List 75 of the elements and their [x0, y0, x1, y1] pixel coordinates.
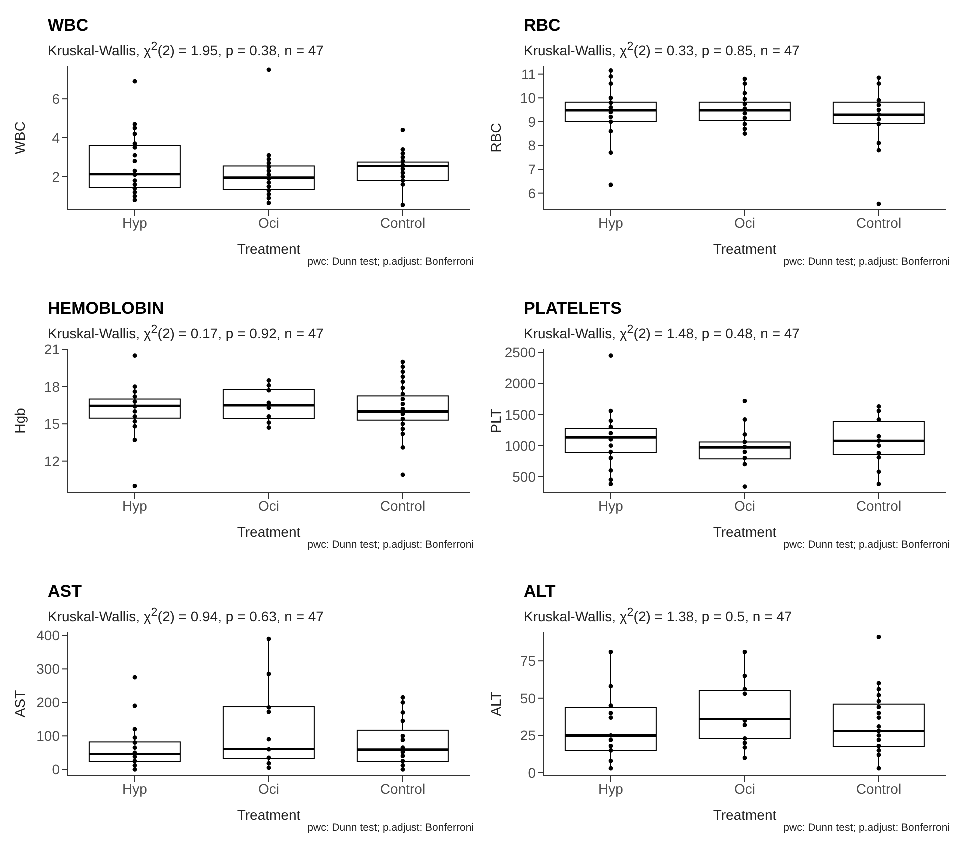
text: pwc: Dunn test; p.adjust: Bonferroni: [306, 822, 475, 834]
chart-subtitle: Kruskal-Wallis, χ$^{2}$(2) = 1.38, p = 0.5, n = 47: [523, 606, 794, 626]
x-tick-label: Control: [380, 498, 426, 514]
x-tick-label: Hyp: [598, 780, 624, 797]
y-tick-label: 1000: [504, 438, 536, 454]
y-tick-label: 6: [52, 91, 60, 108]
chart-title: WBC: [47, 15, 90, 37]
x-tick-label: Control: [380, 214, 426, 231]
y-tick-label: 18: [44, 378, 60, 395]
text: pwc: Dunn test; p.adjust: Bonferroni: [782, 539, 951, 551]
y-tick-label: 2000: [504, 376, 536, 392]
x-tick-label: Control: [856, 498, 902, 514]
y-tick-label: 6: [528, 185, 536, 202]
y-axis-title: AST: [12, 690, 28, 718]
x-tick-label: Oci: [258, 498, 280, 514]
y-tick-label: 8: [528, 138, 536, 154]
y-tick-label: 2500: [504, 344, 536, 361]
chart-title: RBC: [523, 15, 562, 37]
y-tick-label: 21: [44, 342, 60, 358]
chart-subtitle: Kruskal-Wallis, χ$^{2}$(2) = 1.48, p = 0.48, n = 47: [523, 323, 801, 343]
y-tick-label: 7: [528, 162, 536, 178]
chart-subtitle: Kruskal-Wallis, χ$^{2}$(2) = 0.33, p = 0.85, n = 47: [523, 40, 801, 60]
y-tick-label: 2: [52, 168, 60, 185]
x-tick-label: Control: [856, 214, 902, 231]
x-axis-title: Treatment: [713, 241, 777, 257]
y-tick-label: 300: [36, 661, 60, 678]
y-tick-label: 9: [528, 114, 536, 130]
chart-subtitle: Kruskal-Wallis, χ$^{2}$(2) = 1.95, p = 0.38, n = 47: [47, 40, 325, 60]
y-axis-title: RBC: [488, 123, 504, 153]
x-tick-label: Oci: [734, 214, 756, 231]
y-axis-title: ALT: [488, 691, 504, 716]
chart-title: AST: [47, 581, 83, 603]
x-tick-label: Oci: [258, 780, 280, 797]
y-tick-label: 50: [520, 690, 536, 706]
y-tick-label: 1500: [504, 406, 536, 423]
text: pwc: Dunn test; p.adjust: Bonferroni: [306, 539, 475, 551]
x-tick-label: Hyp: [122, 498, 148, 514]
y-axis-title: PLT: [488, 408, 504, 434]
y-axis-title: WBC: [12, 122, 28, 154]
x-tick-label: Hyp: [122, 780, 148, 797]
y-tick-label: 75: [520, 653, 536, 670]
y-tick-label: 0: [52, 762, 60, 778]
chart-title: HEMOBLOBIN: [47, 298, 166, 320]
chart-title: PLATELETS: [523, 298, 623, 320]
y-tick-label: 4: [52, 130, 60, 146]
y-tick-label: 500: [512, 468, 536, 485]
y-tick-label: 200: [36, 694, 60, 711]
x-axis-title: Treatment: [713, 807, 777, 823]
x-axis-title: Treatment: [237, 241, 301, 257]
y-tick-label: 25: [520, 728, 536, 744]
y-tick-label: 100: [36, 728, 60, 744]
x-tick-label: Oci: [258, 214, 280, 231]
y-tick-label: 12: [44, 453, 60, 470]
y-tick-label: 15: [44, 416, 60, 432]
x-tick-label: Oci: [734, 780, 756, 797]
x-axis-title: Treatment: [237, 524, 301, 540]
y-tick-label: 0: [528, 764, 536, 781]
x-tick-label: Hyp: [122, 214, 148, 231]
x-axis-title: Treatment: [713, 524, 777, 540]
y-tick-label: 400: [36, 628, 60, 644]
chart-subtitle: Kruskal-Wallis, χ$^{2}$(2) = 0.17, p = 0.92, n = 47: [47, 323, 325, 343]
chart-title: ALT: [523, 581, 557, 603]
text: pwc: Dunn test; p.adjust: Bonferroni: [782, 822, 951, 834]
chart-subtitle: Kruskal-Wallis, χ$^{2}$(2) = 0.94, p = 0.63, n = 47: [47, 606, 325, 626]
x-tick-label: Control: [856, 780, 902, 797]
y-tick-label: 11: [521, 66, 536, 82]
x-axis-title: Treatment: [237, 807, 301, 823]
x-tick-label: Hyp: [598, 498, 624, 514]
x-tick-label: Control: [380, 780, 426, 797]
y-tick-label: 10: [520, 90, 536, 106]
text: pwc: Dunn test; p.adjust: Bonferroni: [782, 256, 951, 268]
text: pwc: Dunn test; p.adjust: Bonferroni: [306, 256, 475, 268]
x-tick-label: Hyp: [598, 214, 624, 231]
x-tick-label: Oci: [734, 498, 756, 514]
y-axis-title: Hgb: [12, 408, 28, 434]
